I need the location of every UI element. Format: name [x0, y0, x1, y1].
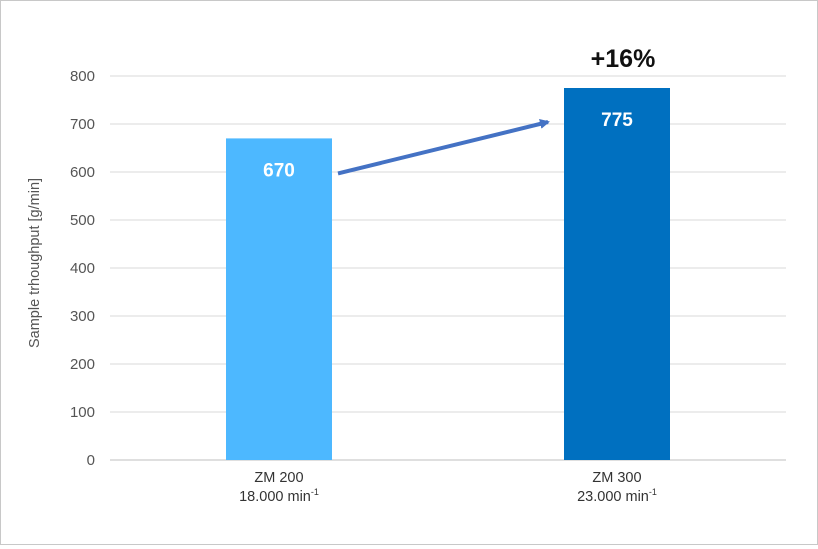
y-tick-label: 800	[70, 68, 95, 85]
x-category-label: ZM 300	[592, 470, 641, 486]
bar-zm-200	[226, 138, 332, 460]
x-category-label: ZM 200	[254, 470, 303, 486]
y-tick-label: 100	[70, 404, 95, 421]
y-tick-label: 0	[87, 452, 95, 469]
y-tick-label: 600	[70, 164, 95, 181]
increase-arrow	[337, 119, 550, 176]
y-axis-title: Sample trhoughput [g/min]	[27, 178, 43, 348]
gridlines	[110, 75, 786, 461]
increase-percent-label: +16%	[591, 45, 656, 73]
x-category-speed: 18.000 min-1	[239, 487, 319, 505]
x-category-speed: 23.000 min-1	[577, 487, 657, 505]
y-axis-ticks: 0 100 200 300 400 500 600 700 800	[70, 68, 95, 469]
y-tick-label: 300	[70, 308, 95, 325]
y-tick-label: 700	[70, 116, 95, 133]
y-tick-label: 200	[70, 356, 95, 373]
bar-zm-300	[564, 88, 670, 460]
bar-value-label: 775	[601, 110, 633, 131]
bars: 670 775	[226, 88, 670, 460]
annotation: +16%	[337, 45, 656, 176]
bar-value-label: 670	[263, 160, 295, 181]
y-tick-label: 400	[70, 260, 95, 277]
y-tick-label: 500	[70, 212, 95, 229]
